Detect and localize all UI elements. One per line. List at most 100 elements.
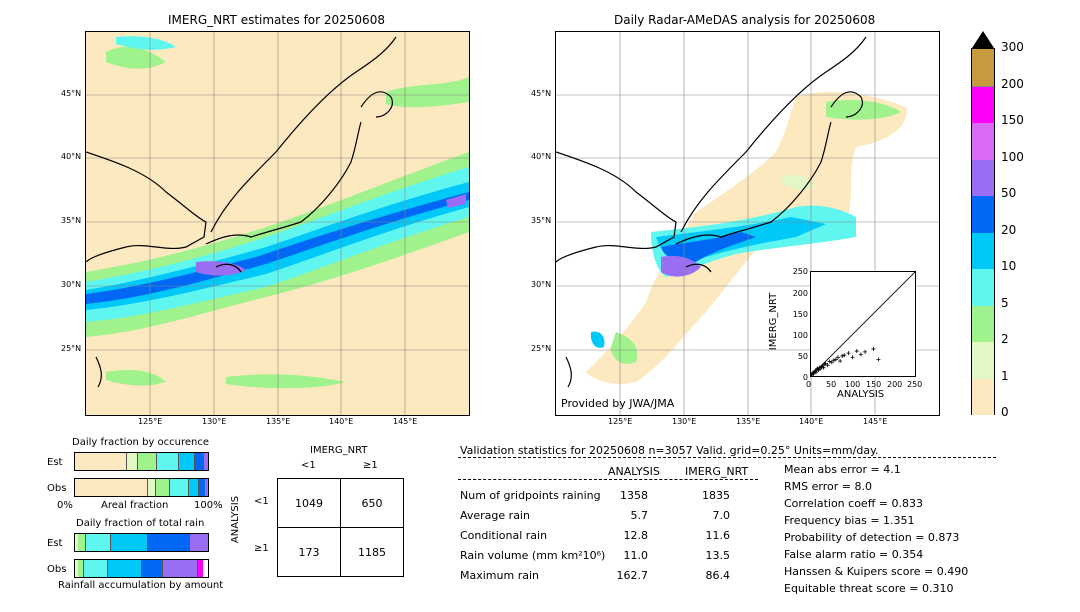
colorbar-tick-label: 300 bbox=[1001, 40, 1024, 54]
stat-imerg: 1835 bbox=[702, 489, 730, 502]
stat-label: Conditional rain bbox=[460, 529, 548, 542]
score-text: Equitable threat score = 0.310 bbox=[784, 582, 954, 595]
scatter-point bbox=[823, 361, 828, 366]
left-lon-label: 130°E bbox=[202, 417, 227, 426]
contingency-cell: 1185 bbox=[340, 527, 404, 577]
score-text: Probability of detection = 0.873 bbox=[784, 531, 960, 544]
scatter-point bbox=[840, 354, 845, 359]
right-lon-label: 130°E bbox=[672, 417, 697, 426]
left-map bbox=[85, 31, 470, 416]
colorbar-tick-label: 50 bbox=[1001, 186, 1017, 200]
colorbar-segment bbox=[972, 195, 994, 233]
scatter-point bbox=[863, 349, 868, 354]
scatter-point bbox=[813, 370, 818, 375]
contingency-col-lt: <1 bbox=[301, 460, 316, 471]
scatter-xtick: 100 bbox=[845, 380, 861, 389]
colorbar-segment bbox=[972, 304, 994, 342]
occurrence-obs-bar bbox=[74, 478, 209, 497]
left-map-title: IMERG_NRT estimates for 20250608 bbox=[168, 13, 385, 27]
left-lon-label: 125°E bbox=[138, 417, 163, 426]
total-rain-obs-bar bbox=[74, 559, 209, 578]
scatter-point bbox=[818, 366, 823, 371]
stat-label: Maximum rain bbox=[460, 569, 539, 582]
colorbar-segment bbox=[972, 122, 994, 160]
colorbar-tick-label: 10 bbox=[1001, 259, 1017, 273]
left-map-rain-field bbox=[86, 32, 469, 415]
stat-imerg: 13.5 bbox=[705, 549, 731, 562]
colorbar-segment bbox=[972, 377, 994, 415]
left-lat-label: 40°N bbox=[61, 152, 82, 161]
colorbar-segment bbox=[972, 231, 994, 269]
contingency-cell: 650 bbox=[340, 478, 404, 528]
validation-header: Validation statistics for 20250608 n=305… bbox=[460, 444, 879, 457]
colorbar-tick-label: 150 bbox=[1001, 113, 1024, 127]
left-lon-label: 135°E bbox=[266, 417, 291, 426]
colorbar-tick-label: 5 bbox=[1001, 295, 1009, 310]
scatter-xtick: 150 bbox=[866, 380, 882, 389]
left-lon-label: 145°E bbox=[393, 417, 418, 426]
stat-analysis: 1358 bbox=[620, 489, 648, 502]
occurrence-axis-right: 100% bbox=[194, 500, 223, 511]
occurrence-axis-left: 0% bbox=[57, 500, 73, 511]
scatter-xtick: 200 bbox=[887, 380, 903, 389]
total-rain-obs-label: Obs bbox=[47, 564, 67, 575]
stat-label: Rain volume (mm km²10⁶) bbox=[460, 549, 606, 562]
scatter-point bbox=[876, 357, 881, 362]
colorbar-segment bbox=[972, 158, 994, 196]
left-lat-label: 30°N bbox=[61, 280, 82, 289]
scatter-ytick: 100 bbox=[792, 331, 808, 340]
stat-imerg: 86.4 bbox=[705, 569, 731, 582]
scatter-plot bbox=[809, 271, 916, 377]
colorbar-tick-label: 200 bbox=[1001, 76, 1024, 91]
stat-label: Num of gridpoints raining bbox=[460, 489, 601, 502]
scatter-ylabel: IMERG_NRT bbox=[768, 292, 780, 351]
scatter-point bbox=[850, 355, 855, 360]
scatter-ytick: 150 bbox=[792, 310, 808, 319]
scatter-point bbox=[871, 346, 876, 351]
scatter-point bbox=[842, 353, 847, 358]
occurrence-axis-mid: Areal fraction bbox=[101, 500, 169, 511]
scatter-xlabel: ANALYSIS bbox=[837, 389, 885, 400]
colorbar-segment bbox=[972, 268, 994, 306]
total-rain-est-bar bbox=[74, 533, 209, 552]
validation-subdivider bbox=[458, 479, 758, 480]
colorbar bbox=[971, 48, 995, 415]
occurrence-title: Daily fraction by occurence bbox=[72, 437, 210, 448]
colorbar-extend-arrow bbox=[972, 31, 994, 48]
scatter-ytick: 50 bbox=[797, 352, 808, 361]
left-lon-label: 140°E bbox=[329, 417, 354, 426]
left-lat-label: 35°N bbox=[61, 216, 82, 225]
stat-imerg: 7.0 bbox=[712, 509, 731, 522]
scatter-point bbox=[846, 351, 851, 356]
credit-text: Provided by JWA/JMA bbox=[561, 397, 675, 410]
score-text: False alarm ratio = 0.354 bbox=[784, 548, 924, 561]
score-text: RMS error = 8.0 bbox=[784, 480, 872, 493]
scatter-point bbox=[833, 357, 838, 362]
right-map-rain-field bbox=[556, 32, 939, 415]
scatter-point bbox=[821, 365, 826, 370]
validation-col-analysis: ANALYSIS bbox=[608, 465, 660, 478]
validation-divider bbox=[458, 457, 996, 458]
scatter-xtick: 0 bbox=[806, 380, 812, 389]
scatter-point bbox=[858, 352, 863, 357]
stat-label: Average rain bbox=[460, 509, 530, 522]
scatter-point bbox=[831, 358, 836, 363]
total-rain-title: Daily fraction of total rain bbox=[76, 518, 205, 529]
occurrence-obs-label: Obs bbox=[47, 483, 67, 494]
contingency-cell: 1049 bbox=[277, 478, 341, 528]
occurrence-est-label: Est bbox=[47, 457, 63, 468]
colorbar-tick-label: 1 bbox=[1001, 368, 1009, 383]
contingency-table: 1049 650 173 1185 bbox=[277, 478, 404, 577]
right-lat-label: 40°N bbox=[531, 152, 552, 161]
colorbar-tick-label: 20 bbox=[1001, 222, 1017, 237]
colorbar-segment bbox=[972, 341, 994, 379]
right-lon-label: 140°E bbox=[799, 417, 824, 426]
contingency-col-ge: ≥1 bbox=[363, 460, 378, 471]
scatter-xtick: 50 bbox=[826, 380, 837, 389]
right-lon-label: 125°E bbox=[608, 417, 633, 426]
contingency-row-ge: ≥1 bbox=[254, 543, 269, 554]
colorbar-segment bbox=[972, 85, 994, 123]
right-lat-label: 45°N bbox=[531, 89, 552, 98]
score-text: Hanssen & Kuipers score = 0.490 bbox=[784, 565, 969, 578]
scatter-xtick: 250 bbox=[907, 380, 923, 389]
